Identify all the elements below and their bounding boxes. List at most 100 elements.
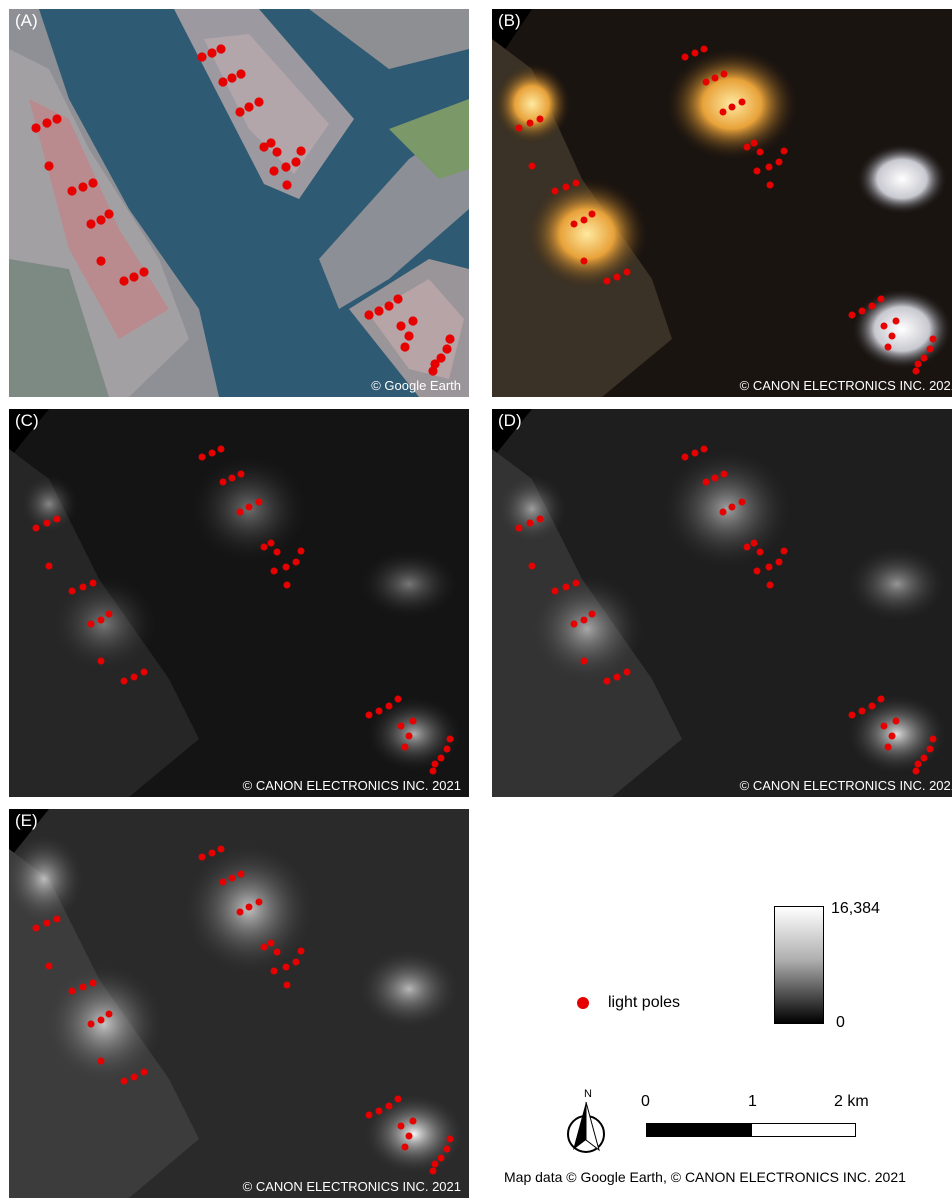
scale-tick-2: 2 km [834, 1093, 869, 1110]
light-pole-marker [53, 515, 61, 523]
light-pole-marker [880, 722, 888, 730]
light-pole-marker [920, 354, 928, 362]
light-pole-marker [765, 163, 773, 171]
light-pole-marker [728, 503, 736, 511]
light-pole-marker [375, 1107, 383, 1115]
light-pole-marker [780, 547, 788, 555]
panel-d-image [492, 409, 952, 797]
light-pole-marker [884, 343, 892, 351]
light-pole-marker [536, 515, 544, 523]
light-pole-marker [282, 563, 290, 571]
light-pole-marker [868, 302, 876, 310]
panel-b: (B) © CANON ELECTRONICS INC. 2021 [492, 9, 952, 397]
light-pole-marker [400, 342, 410, 352]
light-pole-marker [228, 474, 236, 482]
panel-e-image [9, 809, 469, 1198]
light-pole-marker [297, 547, 305, 555]
light-pole-marker [766, 581, 774, 589]
light-pole-marker [282, 180, 292, 190]
panel-d-label: (D) [498, 411, 522, 430]
light-pole-marker [743, 143, 751, 151]
light-pole-marker [437, 754, 445, 762]
panel-b-dots [515, 45, 937, 375]
light-pole-marker [78, 182, 88, 192]
panel-c-label: (C) [15, 411, 39, 430]
light-pole-marker [848, 311, 856, 319]
light-pole-marker [96, 256, 106, 266]
light-pole-marker [892, 717, 900, 725]
light-pole-marker [32, 924, 40, 932]
light-pole-marker [228, 874, 236, 882]
light-pole-marker [562, 183, 570, 191]
light-pole-marker [236, 908, 244, 916]
light-pole-marker [97, 1057, 105, 1065]
light-pole-marker [208, 849, 216, 857]
light-pole-marker [613, 673, 621, 681]
light-pole-marker [68, 587, 76, 595]
light-pole-marker [404, 331, 414, 341]
light-pole-marker [87, 1020, 95, 1028]
light-pole-marker [401, 1143, 409, 1151]
light-pole-marker [267, 539, 275, 547]
light-pole-marker [868, 702, 876, 710]
north-arrow-icon [567, 1101, 605, 1153]
light-pole-marker [580, 216, 588, 224]
scale-bar-black-segment [647, 1124, 752, 1136]
light-pole-marker [365, 1111, 373, 1119]
light-pole-marker [572, 179, 580, 187]
light-pole-marker [139, 267, 149, 277]
light-pole-marker [446, 1135, 454, 1143]
light-pole-marker [711, 474, 719, 482]
light-pole-marker [244, 102, 254, 112]
light-pole-marker [409, 717, 417, 725]
light-pole-marker [105, 1010, 113, 1018]
light-pole-marker [912, 367, 920, 375]
light-pole-marker [728, 103, 736, 111]
light-pole-marker [87, 620, 95, 628]
panel-b-image [492, 9, 952, 397]
light-pole-marker [766, 181, 774, 189]
light-pole-marker [515, 124, 523, 132]
light-pole-marker [719, 108, 727, 116]
light-pole-marker [445, 334, 455, 344]
light-pole-marker [756, 148, 764, 156]
light-pole-marker [42, 118, 52, 128]
light-pole-marker [753, 167, 761, 175]
light-pole-marker [140, 1068, 148, 1076]
light-pole-marker [67, 186, 77, 196]
light-pole-marker [375, 707, 383, 715]
light-pole-marker [236, 508, 244, 516]
panel-a-label: (A) [15, 11, 38, 30]
panel-e-dots [32, 845, 454, 1175]
light-pole-marker [515, 524, 523, 532]
light-pole-marker [44, 161, 54, 171]
light-pole-marker [877, 695, 885, 703]
light-pole-marker [753, 567, 761, 575]
light-pole-marker [738, 498, 746, 506]
light-pole-marker [52, 114, 62, 124]
light-pole-marker [700, 445, 708, 453]
light-pole-marker [291, 157, 301, 167]
light-pole-marker [431, 760, 439, 768]
light-pole-marker [394, 695, 402, 703]
light-pole-marker [536, 115, 544, 123]
light-pole-marker [245, 503, 253, 511]
light-pole-marker [255, 898, 263, 906]
light-pole-marker [385, 1102, 393, 1110]
light-pole-marker [408, 316, 418, 326]
light-pole-marker [120, 1077, 128, 1085]
light-pole-marker [700, 45, 708, 53]
light-pole-marker [428, 366, 438, 376]
light-pole-marker [130, 1073, 138, 1081]
light-pole-marker [430, 359, 440, 369]
light-pole-marker [409, 1117, 417, 1125]
panel-d: (D) © CANON ELECTRONICS INC. 2021 [492, 409, 952, 797]
colorbar-min-label: 0 [836, 1014, 845, 1031]
light-pole-marker [394, 1095, 402, 1103]
light-pole-marker [89, 979, 97, 987]
light-pole-marker [283, 581, 291, 589]
light-pole-marker [880, 322, 888, 330]
panel-b-credit: © CANON ELECTRONICS INC. 2021 [739, 378, 952, 393]
light-pole-marker [738, 98, 746, 106]
light-pole-marker [198, 453, 206, 461]
